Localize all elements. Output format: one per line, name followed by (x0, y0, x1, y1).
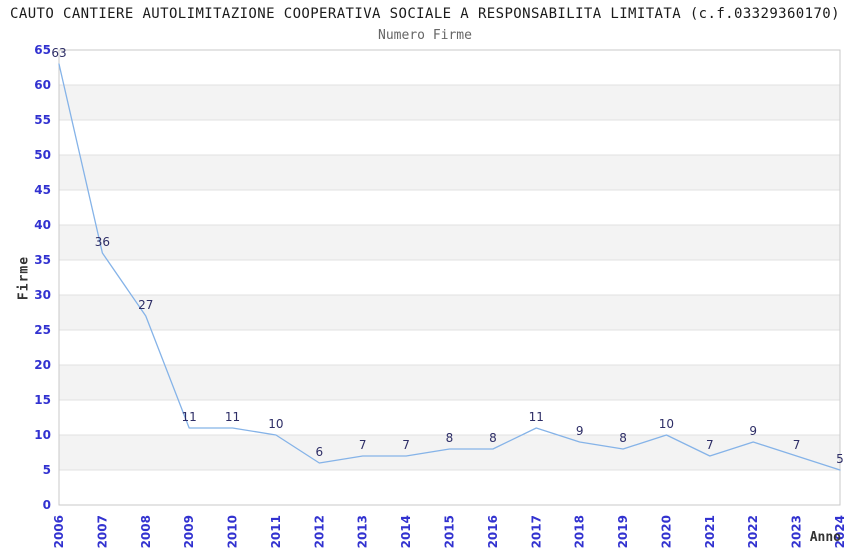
grid-band (59, 155, 840, 190)
x-tick-label: 2006 (52, 515, 66, 548)
chart-subtitle: Numero Firme (378, 28, 472, 43)
y-tick-label: 45 (34, 183, 51, 197)
chart-title: CAUTO CANTIERE AUTOLIMITAZIONE COOPERATI… (10, 6, 840, 22)
point-label: 7 (793, 438, 801, 452)
point-label: 6 (316, 445, 324, 459)
plot-border (58, 49, 841, 506)
y-tick-label: 35 (34, 253, 51, 267)
x-tick-label: 2010 (226, 515, 240, 548)
point-label: 7 (706, 438, 714, 452)
point-label: 8 (489, 431, 497, 445)
x-tick-label: 2024 (833, 515, 847, 548)
point-label: 7 (402, 438, 410, 452)
x-tick-label: 2019 (616, 515, 630, 548)
y-tick-label: 10 (34, 428, 51, 442)
point-label: 8 (619, 431, 627, 445)
y-tick-label: 50 (34, 148, 51, 162)
y-tick-label: 15 (34, 393, 51, 407)
point-label: 10 (659, 417, 674, 431)
y-axis-label: Firme (16, 255, 32, 301)
x-axis-label: Anno (809, 530, 841, 545)
y-tick-label: 5 (43, 463, 51, 477)
y-tick-label: 25 (34, 323, 51, 337)
grid-band (59, 85, 840, 120)
y-tick-label: 55 (34, 113, 51, 127)
y-tick-label: 60 (34, 78, 51, 92)
x-tick-label: 2017 (529, 515, 543, 548)
x-tick-label: 2023 (790, 515, 804, 548)
grid-band (59, 435, 840, 470)
x-tick-label: 2021 (703, 515, 717, 548)
y-tick-label: 30 (34, 288, 51, 302)
y-tick-label: 65 (34, 43, 51, 57)
x-tick-label: 2014 (399, 515, 413, 548)
point-label: 7 (359, 438, 367, 452)
y-tick-label: 40 (34, 218, 51, 232)
y-tick-label: 20 (34, 358, 51, 372)
x-tick-label: 2009 (182, 515, 196, 548)
data-line (58, 63, 841, 471)
x-tick-label: 2013 (356, 515, 370, 548)
point-label: 8 (446, 431, 454, 445)
point-label: 27 (138, 298, 153, 312)
x-tick-label: 2018 (573, 515, 587, 548)
grid-band (59, 365, 840, 400)
x-tick-label: 2020 (659, 515, 673, 548)
x-tick-label: 2016 (486, 515, 500, 548)
x-tick-label: 2011 (269, 515, 283, 548)
y-tick-label: 0 (43, 498, 51, 512)
grid-band (59, 295, 840, 330)
point-label: 11 (182, 410, 197, 424)
point-label: 9 (749, 424, 757, 438)
point-label: 63 (51, 46, 66, 60)
x-tick-label: 2007 (95, 515, 109, 548)
grid-band (59, 225, 840, 260)
x-tick-label: 2022 (746, 515, 760, 548)
point-label: 11 (529, 410, 544, 424)
point-label: 5 (836, 452, 844, 466)
point-label: 9 (576, 424, 584, 438)
x-tick-label: 2015 (443, 515, 457, 548)
x-tick-label: 2008 (139, 515, 153, 548)
x-tick-label: 2012 (312, 515, 326, 548)
point-label: 11 (225, 410, 240, 424)
point-label: 36 (95, 235, 110, 249)
point-label: 10 (268, 417, 283, 431)
